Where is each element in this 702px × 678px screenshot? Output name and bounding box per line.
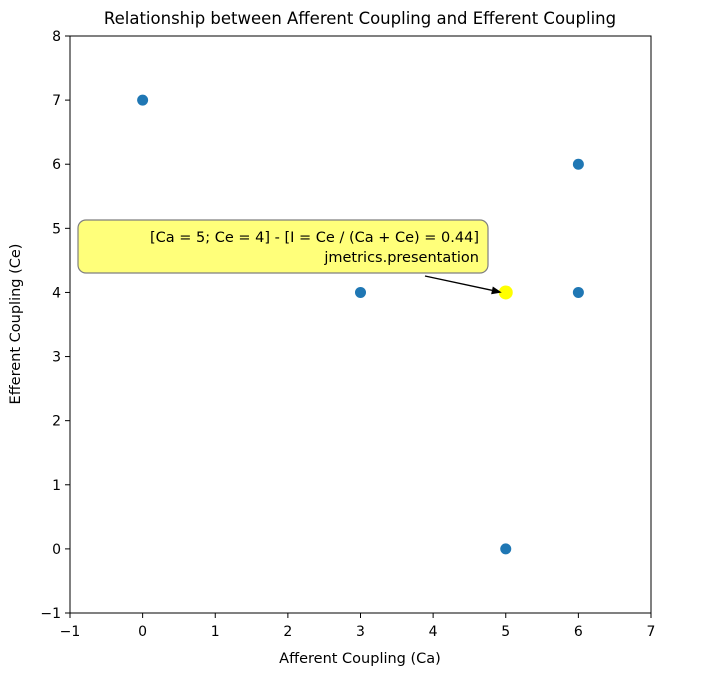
- x-tick-label: 3: [356, 624, 365, 640]
- x-tick-label: 6: [574, 624, 583, 640]
- y-axis-label: Efferent Coupling (Ce): [8, 244, 24, 405]
- highlighted-point: [498, 285, 513, 300]
- data-point: [500, 543, 512, 555]
- x-tick-label: 1: [211, 624, 220, 640]
- data-point: [572, 158, 584, 170]
- annotation-line-2: jmetrics.presentation: [323, 250, 479, 266]
- x-tick-label: 5: [501, 624, 510, 640]
- data-point: [572, 286, 584, 298]
- x-tick-label: −1: [60, 624, 81, 640]
- y-tick-label: 8: [52, 29, 61, 45]
- y-tick-label: 5: [52, 221, 61, 237]
- x-axis-ticks: −1 0 1 2 3 4 5 6 7: [60, 613, 656, 640]
- y-tick-label: 3: [52, 350, 61, 366]
- data-point: [137, 94, 149, 106]
- y-tick-label: 7: [52, 93, 61, 109]
- scatter-points: [137, 94, 584, 555]
- annotation-line-1: [Ca = 5; Ce = 4] - [I = Ce / (Ca + Ce) =…: [150, 230, 479, 246]
- chart-title: Relationship between Afferent Coupling a…: [104, 9, 616, 28]
- y-tick-label: 2: [52, 414, 61, 430]
- data-point: [355, 286, 366, 298]
- y-tick-label: 4: [52, 285, 61, 301]
- x-axis-label: Afferent Coupling (Ca): [279, 651, 441, 667]
- x-tick-label: 0: [138, 624, 147, 640]
- x-tick-label: 7: [647, 624, 656, 640]
- y-tick-label: 1: [52, 478, 61, 494]
- plot-frame: [69, 35, 652, 614]
- annotation-box: [77, 219, 489, 274]
- y-tick-label: 6: [52, 157, 61, 173]
- y-tick-label: −1: [40, 606, 61, 622]
- x-tick-label: 2: [283, 624, 292, 640]
- y-tick-label: 0: [52, 542, 61, 558]
- x-tick-label: 4: [429, 624, 438, 640]
- annotation-arrow-head: [491, 286, 502, 295]
- y-axis-ticks: −1 0 1 2 3 4 5 6 7 8: [40, 29, 70, 622]
- annotation-arrow: [424, 275, 493, 292]
